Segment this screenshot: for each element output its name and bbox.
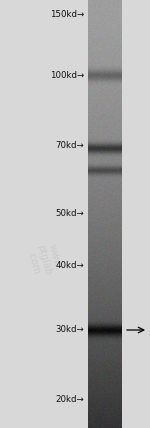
Text: 150kd→: 150kd→ xyxy=(50,9,84,18)
Text: 40kd→: 40kd→ xyxy=(55,261,84,270)
Text: 20kd→: 20kd→ xyxy=(55,395,84,404)
Text: www.
ptglab
.com: www. ptglab .com xyxy=(24,241,64,279)
Text: 30kd→: 30kd→ xyxy=(55,326,84,335)
Text: 70kd→: 70kd→ xyxy=(55,140,84,149)
Text: 50kd→: 50kd→ xyxy=(55,208,84,217)
Text: 100kd→: 100kd→ xyxy=(50,71,84,80)
